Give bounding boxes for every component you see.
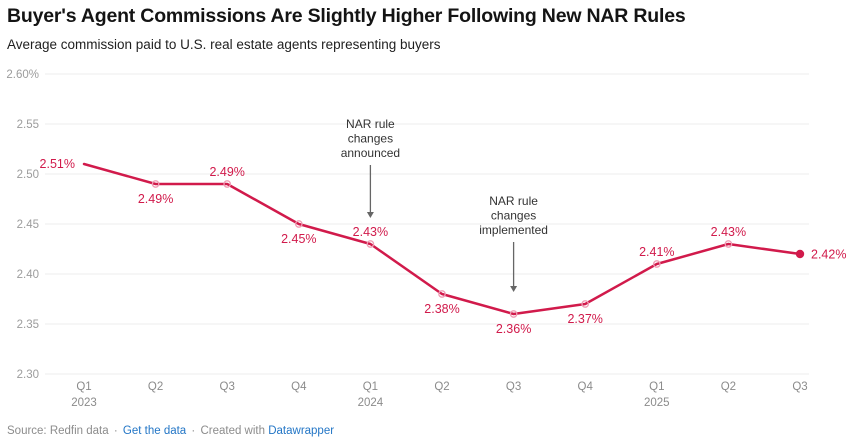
y-axis-tick-label: 2.60% [6,69,39,81]
data-point-label: 2.45% [281,232,316,246]
data-point-marker[interactable] [581,300,590,308]
data-point-label: 2.51% [40,157,75,171]
x-axis-tick-label: Q2 [434,381,449,393]
data-point-marker[interactable] [438,290,446,298]
x-axis-tick-label: Q2 [148,381,163,393]
separator-dot: · [113,425,118,437]
y-axis-tick-label: 2.30 [17,369,39,381]
y-axis-tick-label: 2.35 [17,319,39,331]
x-axis-tick-label: Q4 [578,381,594,393]
data-point-marker[interactable] [795,249,805,259]
y-axis-tick-label: 2.55 [17,119,39,131]
x-axis-tick-label: Q4 [291,381,307,393]
series-line [82,162,802,316]
x-axis-year-label: 2023 [71,397,97,409]
separator-dot: · [191,425,196,437]
data-point-marker[interactable] [151,180,160,188]
annotation-text: changes [491,209,536,223]
commission-line-chart: 2.60% 2.55 2.50 2.45 2.40 2.35 2.30 Q1 2023 Q2 Q3 Q… [6,69,846,409]
data-point-label: 2.49% [209,165,244,179]
annotation-text: NAR rule [346,117,395,131]
chart-footer: Source: Redfin data · Get the data · Cre… [7,425,334,437]
x-axis-tick-label: Q1 [76,381,91,393]
y-axis-tick-label: 2.50 [17,169,39,181]
annotation-text: announced [341,146,400,160]
data-point-marker[interactable] [652,260,661,268]
data-point-marker[interactable] [366,240,375,248]
data-point-label: 2.38% [424,302,459,316]
x-axis-year-label: 2025 [644,397,670,409]
datawrapper-link[interactable]: Datawrapper [268,425,335,437]
data-point-marker[interactable] [509,310,518,318]
data-point-label: 2.42% [811,248,846,262]
annotation-text: implemented [479,223,548,237]
created-with-text: Created with [200,425,266,437]
annotation-text: NAR rule [489,194,538,208]
data-point-label: 2.36% [496,322,531,336]
data-point-label: 2.49% [138,192,173,206]
data-point-marker[interactable] [294,220,303,228]
annotation-text: changes [348,132,393,146]
x-axis-tick-label: Q3 [506,381,521,393]
x-axis-tick-label: Q3 [220,381,235,393]
data-point-label: 2.43% [353,225,388,239]
annotation-arrow-head [510,286,518,292]
chart-title: Buyer's Agent Commissions Are Slightly H… [7,5,686,27]
x-axis-tick-label: Q3 [792,381,807,393]
data-point-label: 2.43% [711,225,746,239]
source-text: Source: Redfin data [7,425,109,437]
annotation-arrow-head [366,212,374,218]
data-point-marker[interactable] [223,180,232,188]
y-axis-tick-label: 2.45 [17,219,39,231]
x-axis-tick-label: Q1 [363,381,378,393]
data-point-label: 2.41% [639,245,674,259]
x-axis-year-label: 2024 [358,397,384,409]
x-axis-tick-label: Q2 [721,381,736,393]
data-point-marker[interactable] [724,240,733,248]
chart-subtitle: Average commission paid to U.S. real est… [7,37,441,52]
data-point-label: 2.37% [567,312,602,326]
x-axis-tick-label: Q1 [649,381,664,393]
get-the-data-link[interactable]: Get the data [122,425,187,437]
y-axis-tick-label: 2.40 [17,269,39,281]
